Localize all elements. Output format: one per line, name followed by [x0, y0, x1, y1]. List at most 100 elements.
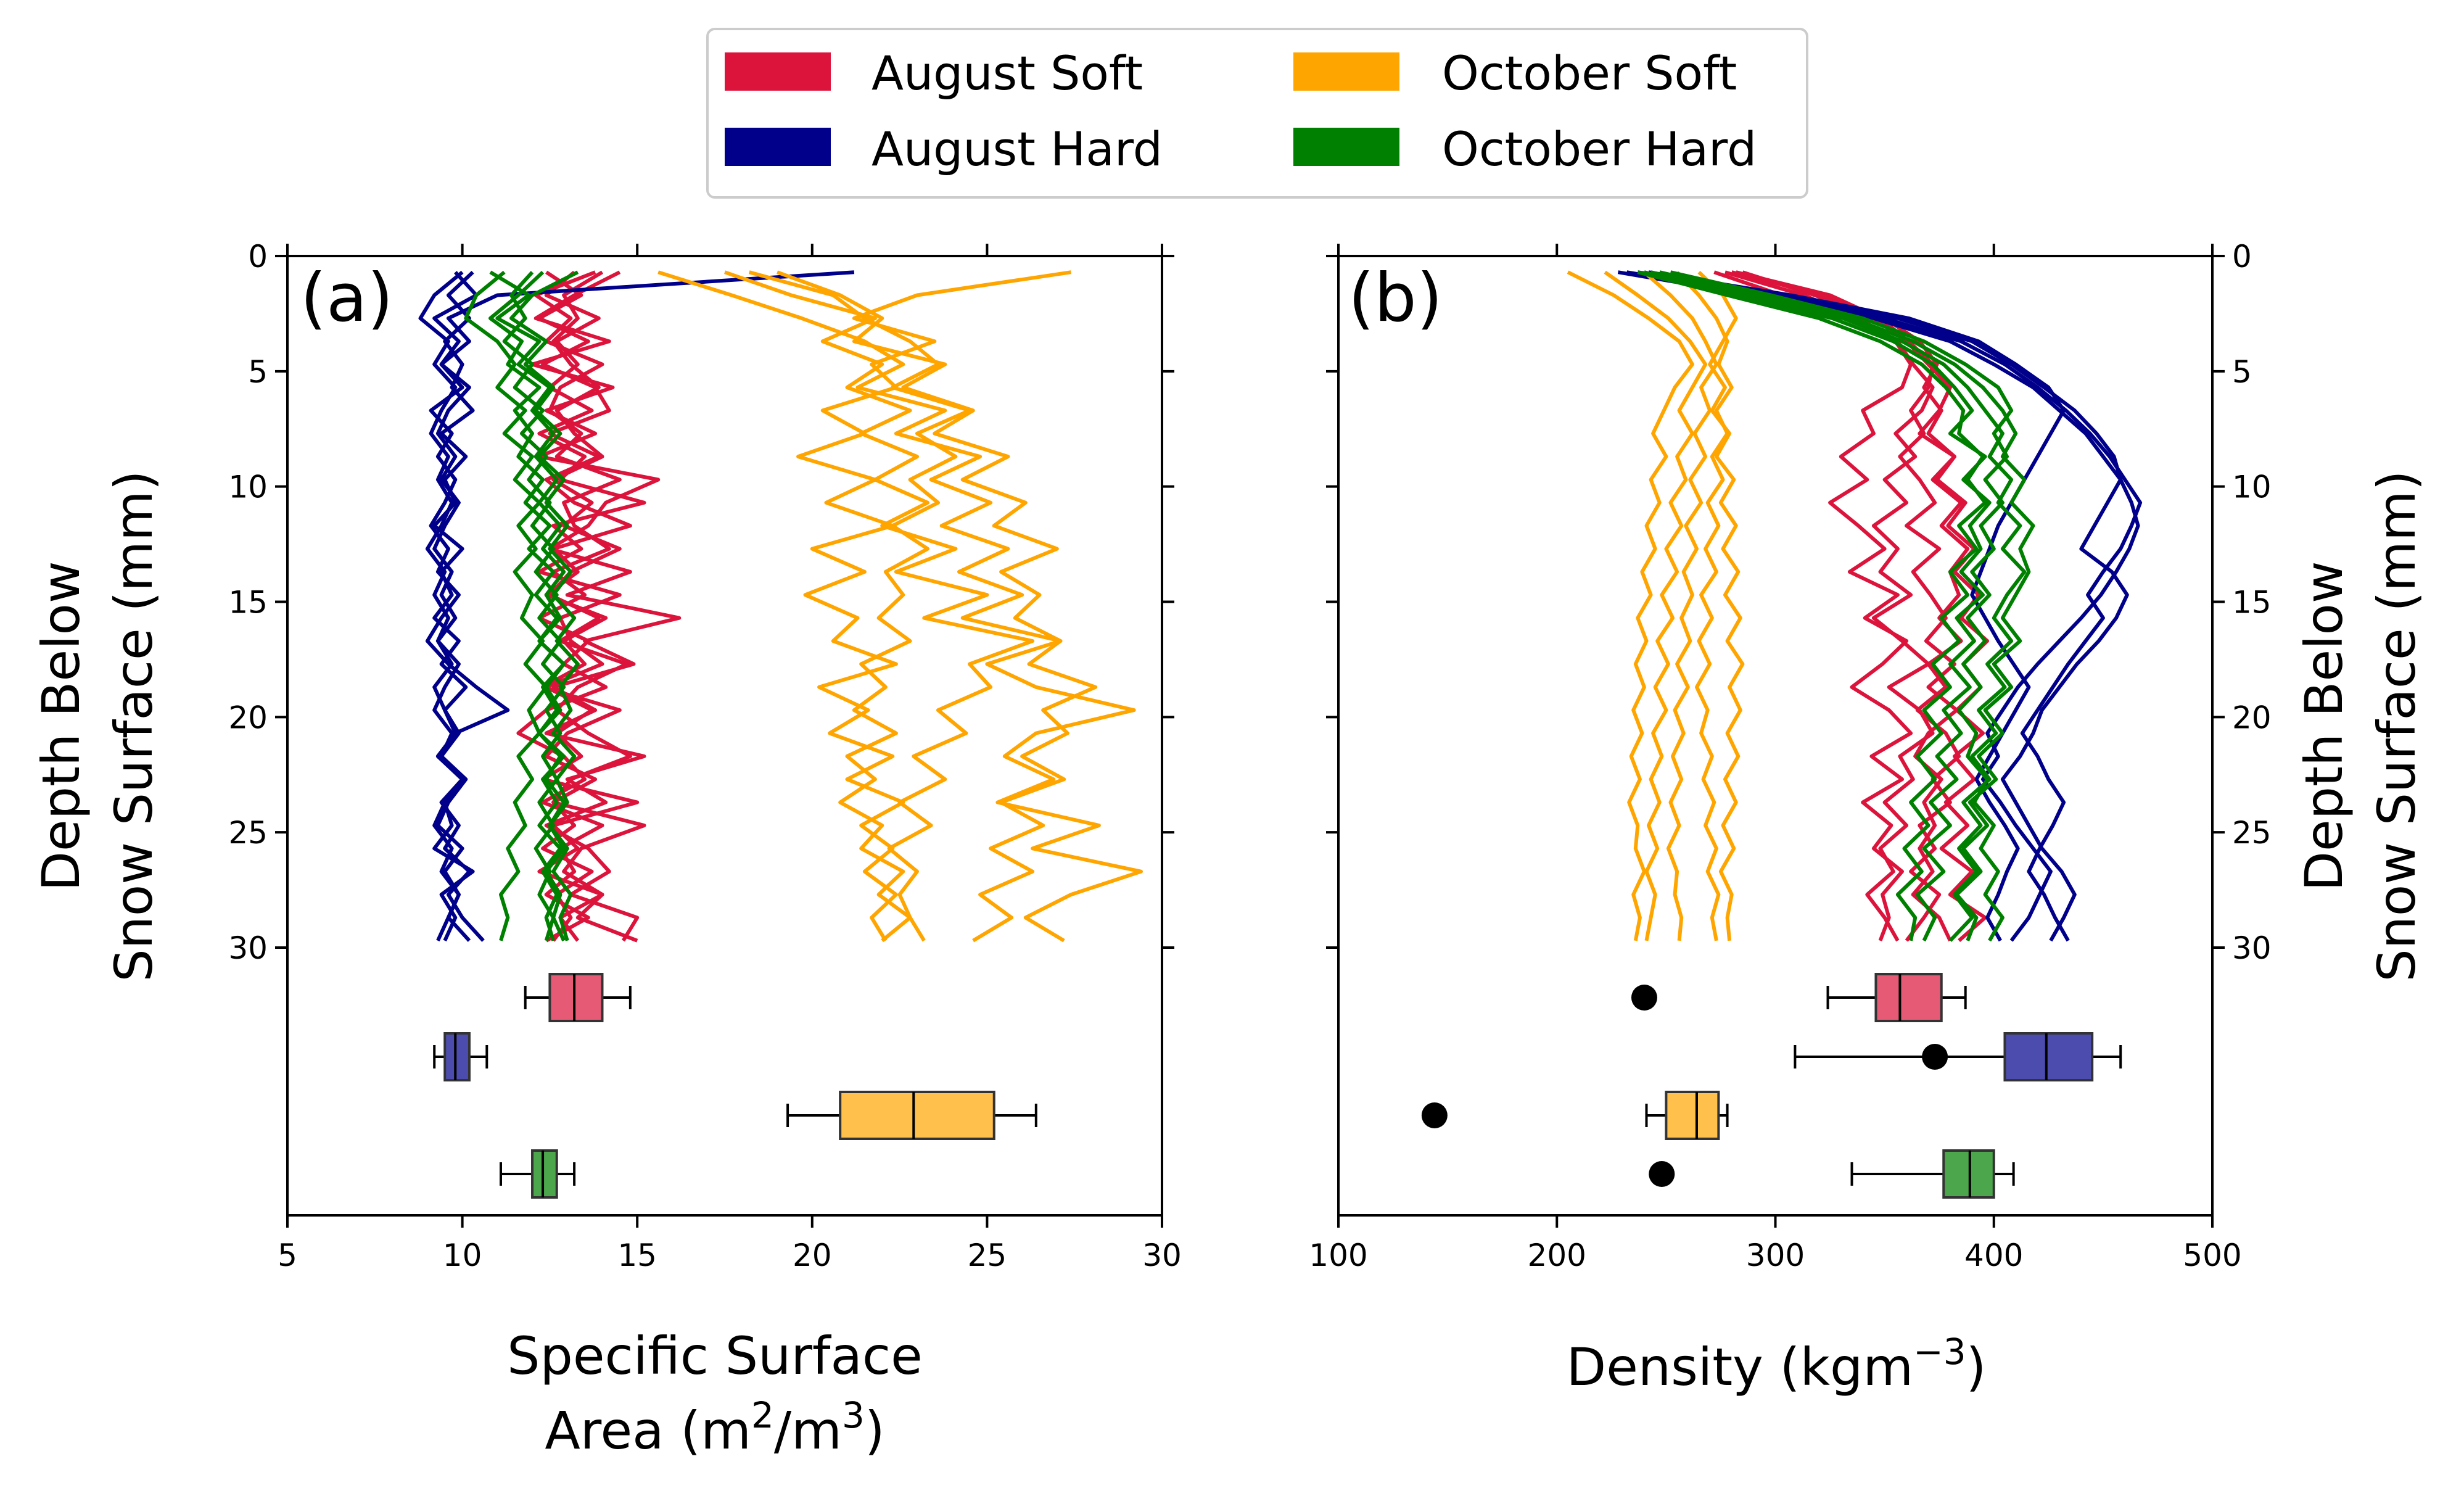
profile-line-august-soft-1 — [1713, 270, 1913, 941]
y-tick-label-25: 25 — [228, 815, 268, 851]
box-october-soft — [1665, 1091, 1720, 1140]
legend-label-october-soft: October Soft — [1442, 46, 1737, 101]
legend-swatch-august-hard — [725, 128, 831, 166]
x-tick-label-20: 20 — [793, 1238, 832, 1273]
panel-a-xlabel-sup2: 3 — [842, 1394, 865, 1436]
panel-b-ylabel: Depth Below Snow Surface (mm) — [2294, 470, 2427, 982]
y-tick-label-0: 0 — [2232, 239, 2252, 275]
y-tick-label-30: 30 — [2232, 930, 2272, 966]
panel-a-xlabel-sup1: 2 — [751, 1394, 774, 1436]
panel-b-ylabel-line2: Snow Surface (mm) — [2367, 470, 2427, 982]
y-tick-label-5: 5 — [248, 354, 268, 390]
outlier-august-soft-1 — [1631, 985, 1657, 1011]
profile-line-august-hard-8 — [1637, 270, 2129, 942]
profile-line-august-soft-5 — [548, 270, 646, 943]
profile-line-october-soft-13 — [777, 270, 1098, 943]
panel-a-ylabel-line2: Snow Surface (mm) — [104, 470, 164, 982]
legend-frame — [706, 28, 1808, 199]
panel-b-xlabel: Density (kgm−3) — [1567, 1331, 1987, 1397]
y-tick-label-5: 5 — [2232, 354, 2252, 390]
panel-b: 100 200 300 400 500 0 5 10 15 20 25 30 (b) Density … — [1309, 239, 2427, 1397]
profile-line-october-soft-14 — [748, 270, 971, 942]
profile-line-october-soft-11 — [724, 270, 1035, 943]
legend-label-october-hard: October Hard — [1442, 122, 1757, 176]
x-tick-label-200: 200 — [1528, 1238, 1586, 1273]
profile-line-october-hard-16 — [464, 270, 548, 941]
legend-item-october-soft: October Soft — [1293, 46, 1737, 101]
y-tick-label-25: 25 — [2232, 815, 2272, 851]
panel-b-label: (b) — [1348, 260, 1443, 337]
y-tick-label-10: 10 — [2232, 469, 2272, 505]
profile-line-october-soft-14 — [1697, 271, 1745, 941]
x-tick-label-400: 400 — [1964, 1238, 2023, 1273]
profile-line-august-hard-6 — [1617, 270, 2140, 942]
profile-line-october-hard-15 — [1637, 270, 1987, 941]
x-tick-label-30: 30 — [1142, 1238, 1182, 1273]
panel-b-xlabel-sup: −3 — [1913, 1331, 1966, 1373]
panel-a-xlabel-part2: /m — [774, 1400, 842, 1461]
panel-a-frame — [286, 255, 1163, 1217]
y-tick-label-0: 0 — [248, 239, 268, 275]
outlier-october-soft-1 — [1421, 1102, 1448, 1128]
x-tick-label-15: 15 — [617, 1238, 657, 1273]
x-tick-label-25: 25 — [968, 1238, 1007, 1273]
profile-line-october-hard-19 — [502, 271, 566, 941]
profile-line-august-soft-2 — [1724, 270, 1935, 942]
profile-line-august-hard-9 — [418, 270, 471, 942]
x-tick-label-500: 500 — [2183, 1238, 2241, 1273]
box-august-soft — [1874, 973, 1943, 1022]
outlier-october-hard-1 — [1649, 1161, 1675, 1187]
profile-line-october-hard-19 — [1670, 270, 2014, 942]
panel-a-xlabel-line2: Area (m2/m3) — [545, 1394, 884, 1461]
profile-line-october-soft-12 — [1642, 270, 1718, 941]
panel-a-ylabel-line1: Depth Below — [31, 561, 91, 891]
y-tick-label-10: 10 — [228, 469, 268, 505]
y-tick-label-20: 20 — [228, 700, 268, 735]
panel-a-label: (a) — [300, 260, 393, 337]
panel-a-profile-lines — [418, 270, 1143, 943]
profile-line-august-soft-2 — [537, 270, 646, 942]
panel-a-xlabel-part1: Area (m — [545, 1400, 751, 1461]
panel-b-xlabel-part2: ) — [1966, 1337, 1987, 1397]
legend-item-august-hard: August Hard — [725, 122, 1163, 176]
x-tick-label-100: 100 — [1309, 1238, 1367, 1273]
box-august-hard — [2003, 1032, 2094, 1081]
profile-line-october-soft-12 — [657, 270, 1143, 943]
panel-a-ticks: 5 10 15 20 25 30 0 5 10 15 20 25 30 — [228, 239, 1181, 1273]
profile-line-october-soft-11 — [1604, 270, 1708, 941]
legend-label-august-soft: August Soft — [871, 46, 1143, 101]
panel-b-profile-lines — [1567, 270, 2143, 943]
profile-line-october-soft-10 — [1567, 270, 1694, 941]
panel-b-boxplots — [1421, 973, 2122, 1199]
legend-swatch-october-soft — [1293, 52, 1399, 91]
outlier-august-hard-1 — [1922, 1044, 1948, 1070]
panel-b-ticks: 100 200 300 400 500 0 5 10 15 20 25 30 — [1309, 239, 2271, 1273]
legend-item-october-hard: October Hard — [1293, 122, 1757, 176]
panel-b-ylabel-line1: Depth Below — [2294, 561, 2354, 891]
panel-b-xlabel-part1: Density (kgm — [1567, 1337, 1914, 1397]
profile-line-august-hard-7 — [1626, 270, 2143, 942]
box-august-hard — [443, 1032, 471, 1081]
profile-line-october-hard-17 — [1650, 270, 2027, 942]
y-tick-label-15: 15 — [228, 585, 268, 621]
profile-line-august-hard-8 — [432, 271, 479, 942]
panel-a-xlabel-part3: ) — [865, 1400, 885, 1461]
y-tick-label-15: 15 — [2232, 585, 2272, 621]
profile-line-october-hard-18 — [1659, 270, 2035, 941]
y-tick-label-20: 20 — [2232, 700, 2272, 735]
legend-swatch-august-soft — [725, 52, 831, 91]
legend: August Soft August Hard October Soft Oct… — [706, 28, 1808, 199]
profile-line-august-soft-3 — [1735, 270, 1959, 942]
box-august-soft — [548, 973, 604, 1022]
profile-line-october-hard-16 — [1644, 270, 1992, 942]
panel-a-boxplots — [433, 973, 1037, 1199]
legend-label-august-hard: August Hard — [871, 122, 1163, 176]
panel-a-xlabel-line1: Specific Surface — [507, 1326, 923, 1386]
profile-line-october-soft-13 — [1675, 271, 1734, 941]
panel-a-ylabel: Depth Below Snow Surface (mm) — [31, 470, 164, 982]
legend-item-august-soft: August Soft — [725, 46, 1143, 101]
profile-line-august-hard-6 — [425, 270, 855, 942]
legend-swatch-october-hard — [1293, 128, 1399, 166]
box-october-soft — [839, 1091, 995, 1140]
